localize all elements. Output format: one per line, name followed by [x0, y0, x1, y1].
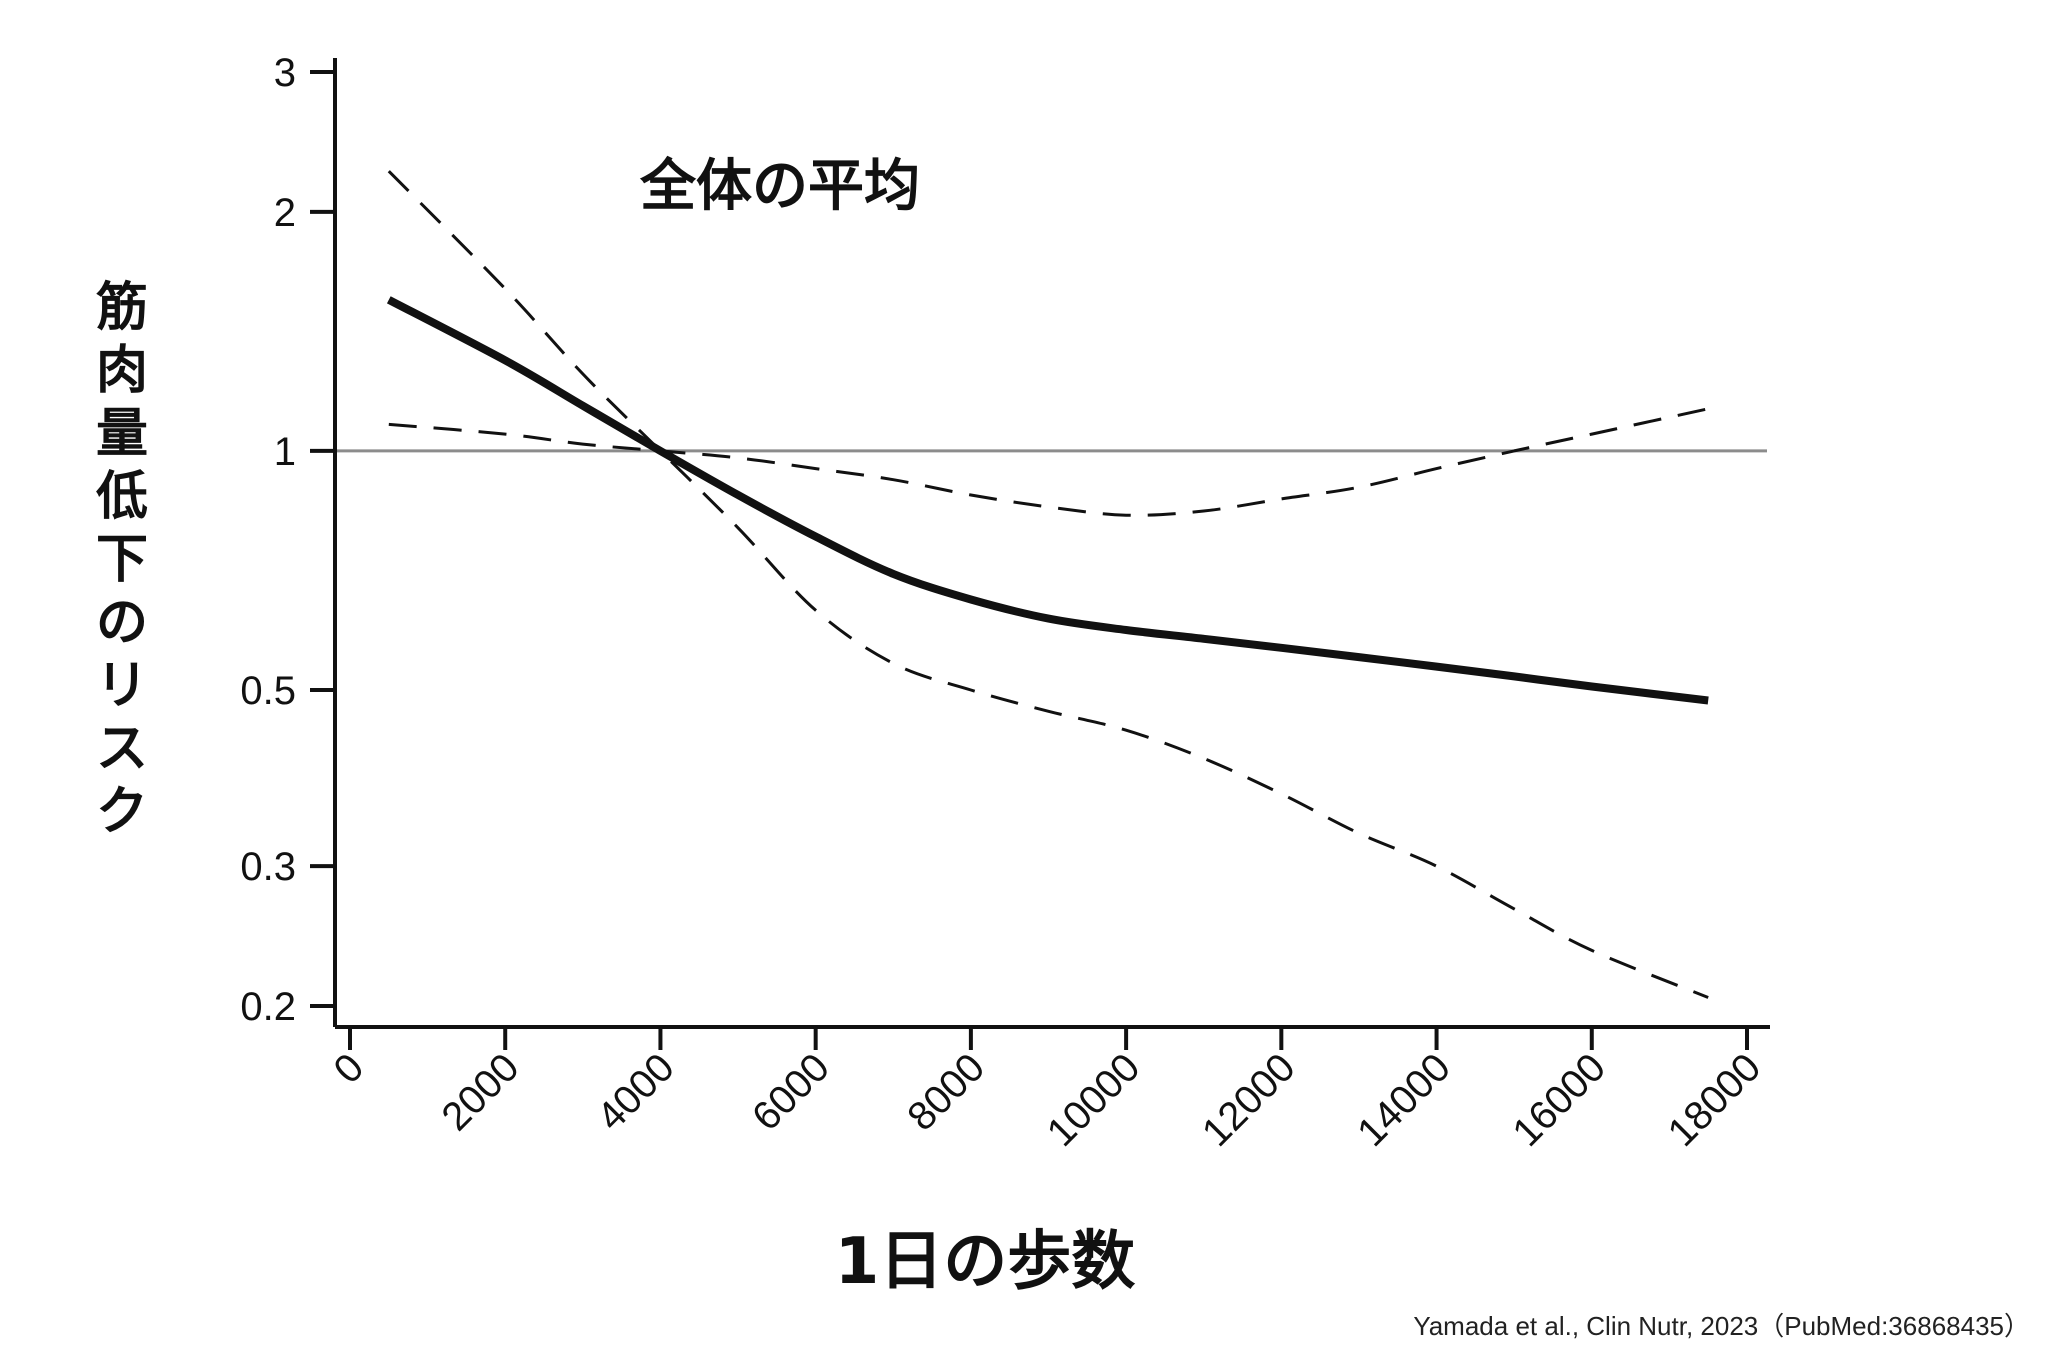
x-tick-label: 6000	[744, 1045, 838, 1139]
x-tick-label: 10000	[1039, 1045, 1149, 1155]
x-axis-label: 1日の歩数	[835, 1225, 1136, 1299]
series-group	[386, 170, 1709, 999]
y-tick-label: 2	[274, 191, 296, 235]
x-tick-label: 12000	[1194, 1045, 1304, 1155]
y-axis-label-char: 下	[96, 530, 148, 590]
y-tick-label: 1	[274, 430, 296, 474]
x-tick-label: 8000	[899, 1045, 993, 1139]
lower-ci-line	[387, 170, 1709, 999]
x-tick-label: 14000	[1349, 1045, 1459, 1155]
y-tick-label: 3	[274, 51, 296, 95]
x-tick-label: 2000	[434, 1045, 528, 1139]
axes-group	[333, 58, 1770, 1029]
upper-ci-line	[388, 407, 1709, 517]
y-tick-label: 0.5	[240, 669, 296, 713]
y-tick-label: 0.2	[240, 985, 296, 1029]
x-tick-labels: 0 2000 4000 6000 8000 10000 12000 14000 16000 180…	[326, 1027, 1770, 1155]
x-tick-label: 0	[326, 1045, 373, 1092]
y-axis-label-char: リ	[96, 656, 148, 716]
x-tick-label: 16000	[1504, 1045, 1614, 1155]
x-tick-label: 18000	[1660, 1045, 1770, 1155]
x-tick-label: 4000	[589, 1045, 683, 1139]
y-axis-label-char: の	[96, 593, 148, 653]
y-axis-label-char: ク	[96, 782, 148, 842]
source-credit: Yamada et al., Clin Nutr, 2023（PubMed:36…	[1413, 1311, 2030, 1341]
y-tick-labels: 0.2 0.3 0.5 1 2 3	[240, 51, 335, 1029]
y-axis-label-char: 低	[96, 467, 148, 527]
y-tick-label: 0.3	[240, 845, 296, 889]
y-axis-label-char: 肉	[96, 341, 148, 401]
y-axis-label-char: ス	[96, 719, 148, 779]
y-axis-label-char: 筋	[96, 278, 148, 338]
y-axis-label-char: 量	[96, 404, 148, 464]
estimate-line	[386, 296, 1709, 705]
chart-title: 全体の平均	[639, 154, 920, 219]
